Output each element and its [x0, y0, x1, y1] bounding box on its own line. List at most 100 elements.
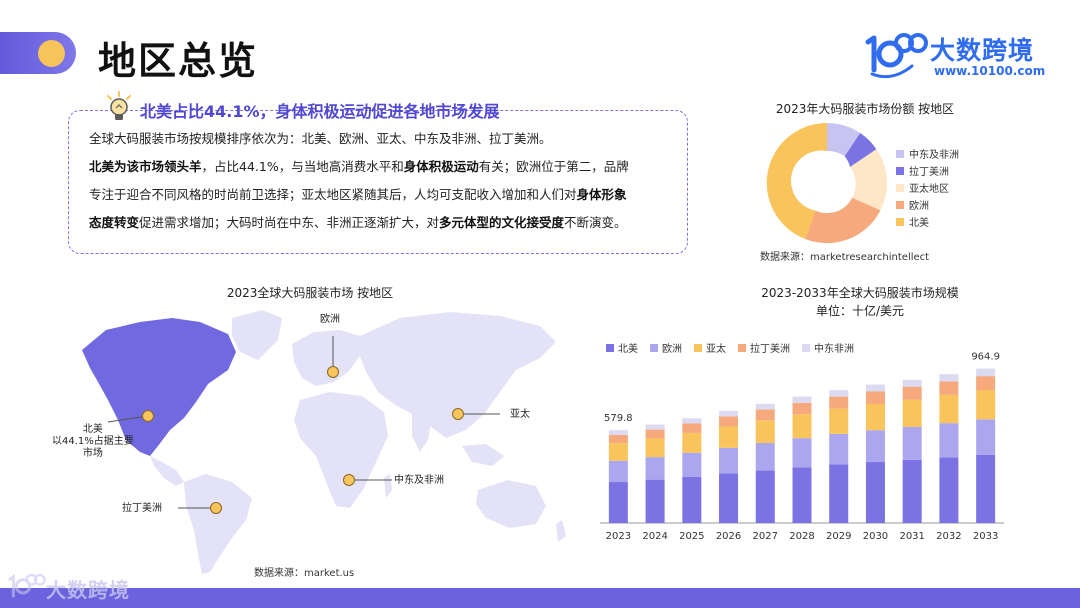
donut-title: 2023年大码服装市场份额 按地区: [775, 102, 955, 116]
bar-segment-7-中东非洲: [865, 384, 885, 392]
bar-segment-1-亚太: [645, 438, 665, 458]
legend-item: 亚太地区: [896, 179, 959, 196]
bar-segment-7-拉丁美洲: [865, 391, 885, 404]
bar-segment-10-欧洲: [976, 419, 996, 455]
10100-logo-icon: [865, 33, 928, 79]
legend-item: 亚太: [694, 340, 726, 355]
brand-logo[interactable]: 大数跨境 www.10100.com: [862, 30, 1062, 86]
brand-name: 大数跨境: [930, 36, 1035, 65]
x-tick-label: 2029: [826, 531, 851, 542]
bar-segment-0-中东非洲: [608, 430, 628, 435]
summary-line-1: 全球大码服装市场按规模排序依次为：北美、欧洲、亚太、中东及非洲、拉丁美洲。: [89, 131, 552, 146]
map-australia: [476, 480, 546, 528]
map-south-america: [184, 474, 252, 574]
marker-north-america[interactable]: [142, 410, 154, 422]
bar-segment-0-欧洲: [608, 460, 628, 483]
bar-segment-7-亚太: [865, 403, 885, 431]
map-new-zealand: [556, 520, 566, 542]
x-tick-label: 2032: [936, 531, 961, 542]
bar-segment-8-欧洲: [902, 426, 922, 460]
marker-mea[interactable]: [343, 474, 355, 486]
map-europe: [292, 330, 360, 386]
x-tick-label: 2027: [753, 531, 778, 542]
bar-segment-5-拉丁美洲: [792, 402, 812, 415]
bar-segment-6-中东非洲: [829, 390, 849, 397]
donut-source: 数据来源：marketresearchintellect: [760, 252, 930, 263]
donut-slice-asia-pacific: [850, 149, 887, 211]
legend-item: 拉丁美洲: [896, 162, 959, 179]
bar-segment-6-北美: [829, 464, 849, 523]
value-label-last: 964.9: [971, 352, 1000, 363]
legend-swatch: [694, 343, 702, 352]
summary-box: 全球大码服装市场按规模排序依次为：北美、欧洲、亚太、中东及非洲、拉丁美洲。 北美…: [68, 110, 688, 254]
legend-swatch: [802, 343, 810, 352]
footer-band: [0, 588, 1080, 608]
bar-segment-7-欧洲: [865, 430, 885, 463]
bar-segment-5-欧洲: [792, 438, 812, 468]
bar-segment-2-拉丁美洲: [682, 423, 702, 433]
bar-segment-8-拉丁美洲: [902, 386, 922, 400]
footer-watermark: 大数跨境: [46, 578, 130, 602]
marker-asia-pacific[interactable]: [452, 408, 464, 420]
bar-segment-8-亚太: [902, 399, 922, 427]
map-label-north-america: 北美 以44.1%占据主要 市场: [52, 424, 134, 459]
bar-segment-10-中东非洲: [976, 368, 996, 377]
legend-item: 中东及非洲: [896, 145, 959, 162]
bar-segment-4-欧洲: [755, 443, 775, 471]
summary-line-2: 北美为该市场领头羊，占比44.1%，与当地高消费水平和身体积极运动有关；欧洲位于…: [89, 159, 629, 174]
x-tick-label: 2031: [899, 531, 924, 542]
legend-swatch: [896, 183, 904, 192]
map-label-mea: 中东及非洲: [394, 475, 444, 486]
bar-segment-0-亚太: [608, 443, 628, 461]
bar-segment-0-拉丁美洲: [608, 434, 628, 444]
bar-segment-7-北美: [865, 462, 885, 523]
map-label-asia-pacific: 亚太: [510, 409, 530, 420]
bar-segment-6-欧洲: [829, 433, 849, 465]
value-label-first: 579.8: [604, 413, 633, 424]
bar-segment-8-中东非洲: [902, 379, 922, 387]
bar-segment-10-北美: [976, 454, 996, 523]
bar-segment-6-亚太: [829, 408, 849, 434]
bar-segment-1-中东非洲: [645, 424, 665, 430]
donut-slice-latin-america: [844, 133, 877, 167]
legend-item: 欧洲: [896, 196, 959, 213]
bar-chart-title-text: 2023-2033年全球大码服装市场规模: [761, 286, 959, 300]
page-title: 地区总览: [98, 39, 259, 83]
map-label-latin-america: 拉丁美洲: [122, 503, 162, 514]
bar-chart-title: 2023-2033年全球大码服装市场规模 单位：十亿/美元: [660, 284, 1060, 320]
legend-item: 北美: [606, 340, 638, 355]
bar-chart-unit: 单位：十亿/美元: [815, 304, 905, 318]
brand-url[interactable]: www.10100.com: [934, 64, 1046, 78]
footer-logo-icon: [8, 573, 46, 598]
map-madagascar: [384, 474, 392, 498]
marker-latin-america[interactable]: [210, 502, 222, 514]
marker-europe[interactable]: [327, 366, 339, 378]
bar-segment-4-中东非洲: [755, 403, 775, 410]
bar-segment-2-亚太: [682, 432, 702, 453]
donut-slice-north-america: [766, 122, 827, 239]
bar-segment-10-亚太: [976, 390, 996, 420]
bar-segment-3-欧洲: [719, 447, 739, 474]
bar-segment-9-北美: [939, 457, 959, 523]
world-map: [82, 310, 566, 574]
legend-swatch: [738, 343, 746, 352]
x-tick-label: 2026: [716, 531, 741, 542]
bar-segment-9-拉丁美洲: [939, 381, 959, 395]
map-greenland: [232, 310, 282, 360]
x-tick-label: 2023: [606, 531, 631, 542]
bar-segment-6-拉丁美洲: [829, 396, 849, 409]
map-southeast-asia: [462, 444, 504, 466]
map-asia: [360, 312, 556, 438]
bar-segment-1-欧洲: [645, 457, 665, 480]
x-tick-label: 2024: [642, 531, 667, 542]
x-tick-label: 2025: [679, 531, 704, 542]
map-africa: [294, 392, 388, 508]
donut-chart: [766, 122, 887, 244]
bar-segment-9-欧洲: [939, 423, 959, 458]
bar-segment-0-北美: [608, 482, 628, 523]
bar-chart-legend: 北美 欧洲 亚太 拉丁美洲 中东非洲: [606, 340, 866, 355]
bar-segment-8-北美: [902, 459, 922, 523]
bar-segment-9-亚太: [939, 394, 959, 424]
bar-segment-9-中东非洲: [939, 374, 959, 382]
bar-segment-2-欧洲: [682, 452, 702, 477]
